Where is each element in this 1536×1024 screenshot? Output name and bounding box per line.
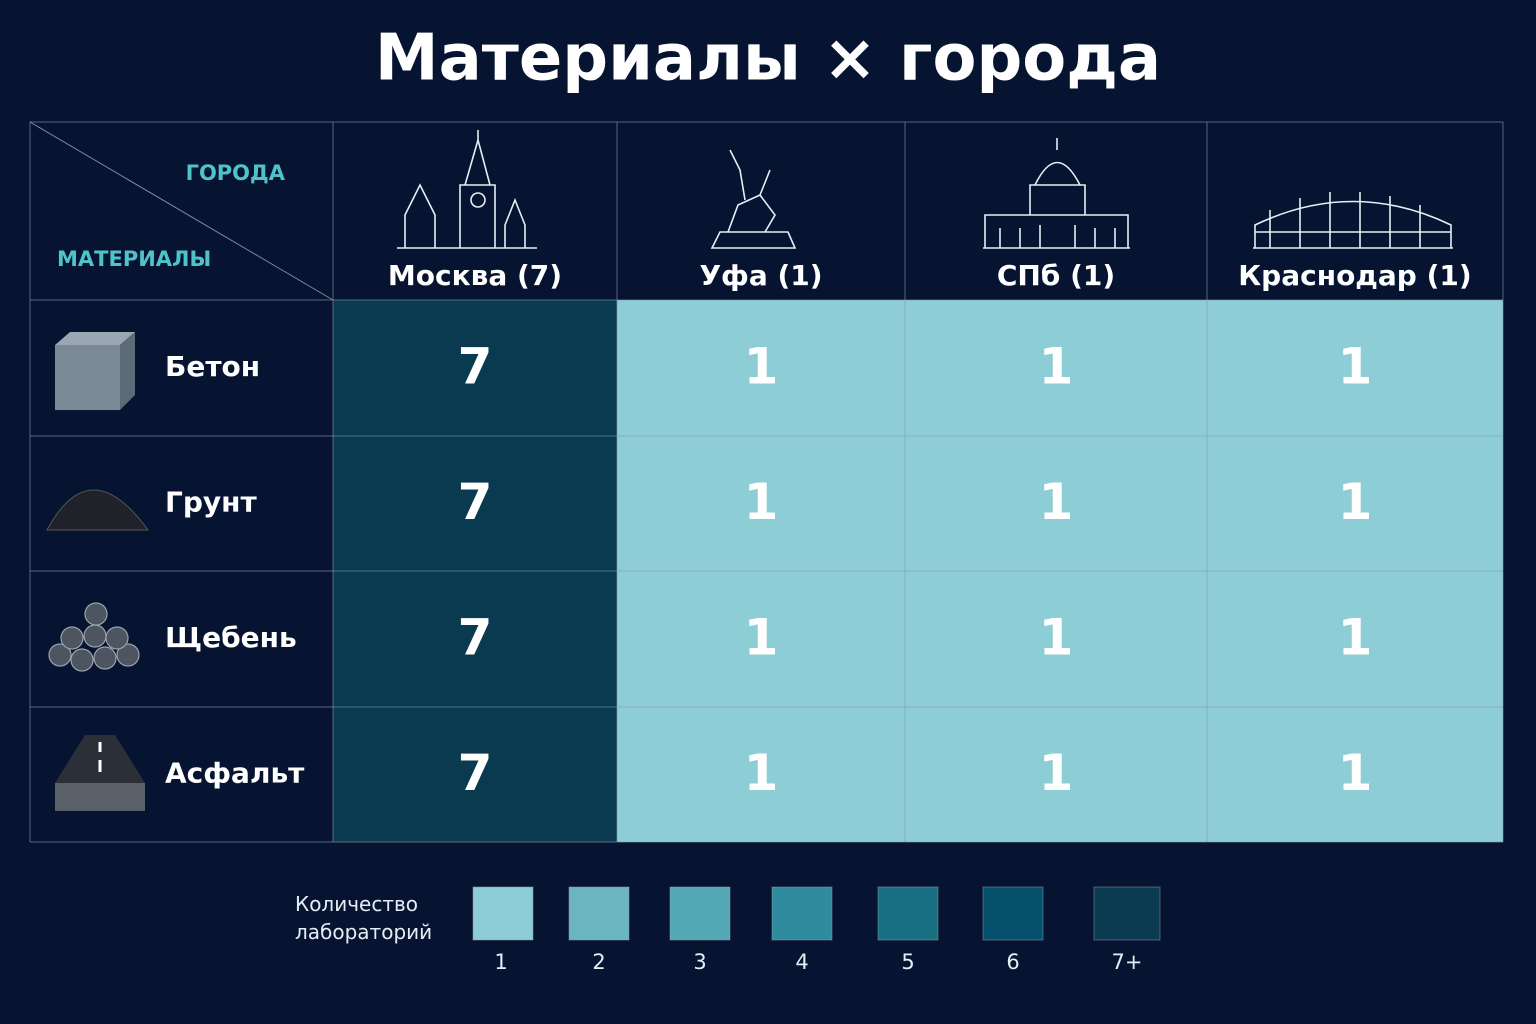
krasnodar-icon	[1253, 192, 1453, 249]
table-grid	[29, 121, 1504, 843]
cell-value: 1	[744, 473, 779, 531]
ufa-icon	[710, 149, 797, 249]
column-header: Краснодар (1)	[1238, 259, 1471, 292]
x-axis-label: ГОРОДА	[186, 161, 286, 185]
soil-icon	[46, 489, 149, 531]
legend-swatch	[669, 886, 731, 941]
corner-diagonal	[29, 121, 334, 301]
heat-cell	[333, 436, 617, 571]
asphalt-icon	[55, 735, 145, 811]
cell-value: 1	[1338, 744, 1373, 802]
y-axis-label: МАТЕРИАЛЫ	[57, 247, 211, 271]
gravel-icon	[48, 602, 140, 672]
legend-label: 4	[795, 950, 808, 974]
column-header: Уфа (1)	[699, 259, 822, 292]
heat-cell	[905, 707, 1207, 842]
legend-swatch	[771, 886, 833, 941]
legend-label: 3	[693, 950, 706, 974]
heat-cell	[617, 436, 905, 571]
legend-swatch	[472, 886, 534, 941]
column-header: СПб (1)	[997, 259, 1115, 292]
spb-icon	[983, 138, 1130, 249]
heat-cell	[617, 707, 905, 842]
cell-value: 1	[1039, 338, 1074, 396]
cell-value: 1	[1039, 744, 1074, 802]
cell-value: 7	[458, 744, 493, 802]
legend-label: 5	[901, 950, 914, 974]
legend-label: 7+	[1112, 950, 1143, 974]
moscow-icon	[397, 130, 537, 249]
legend-swatch	[1093, 886, 1161, 941]
legend-swatch	[982, 886, 1044, 941]
cell-value: 1	[1338, 338, 1373, 396]
cell-value: 1	[744, 744, 779, 802]
heat-cell	[1207, 571, 1503, 707]
cell-value: 1	[1039, 473, 1074, 531]
heat-cell	[1207, 300, 1503, 436]
row-header: Асфальт	[165, 757, 305, 790]
cell-value: 1	[1338, 609, 1373, 667]
cell-value: 7	[458, 338, 493, 396]
cell-value: 1	[744, 609, 779, 667]
row-header: Бетон	[165, 350, 260, 383]
column-header: Москва (7)	[388, 259, 562, 292]
heat-cell	[1207, 707, 1503, 842]
heat-cell	[905, 571, 1207, 707]
legend-swatch	[568, 886, 630, 941]
heat-cell	[905, 300, 1207, 436]
legend-title: Количество лабораторий	[295, 892, 433, 944]
cell-value: 7	[458, 473, 493, 531]
heat-cell	[333, 300, 617, 436]
row-header: Щебень	[165, 621, 297, 654]
legend-label: 1	[494, 950, 507, 974]
chart-title: Материалы × города	[375, 22, 1161, 96]
concrete-icon	[55, 332, 135, 410]
row-header: Грунт	[165, 486, 257, 519]
cell-value: 7	[458, 609, 493, 667]
heat-cell	[905, 436, 1207, 571]
legend-swatch	[877, 886, 939, 941]
cell-value: 1	[1338, 473, 1373, 531]
cell-value: 1	[744, 338, 779, 396]
heat-cell	[617, 300, 905, 436]
heat-cell	[333, 571, 617, 707]
legend-label: 2	[592, 950, 605, 974]
legend-label: 6	[1006, 950, 1019, 974]
heat-cell	[617, 571, 905, 707]
heat-cell	[333, 707, 617, 842]
cell-value: 1	[1039, 609, 1074, 667]
heat-cell	[1207, 436, 1503, 571]
